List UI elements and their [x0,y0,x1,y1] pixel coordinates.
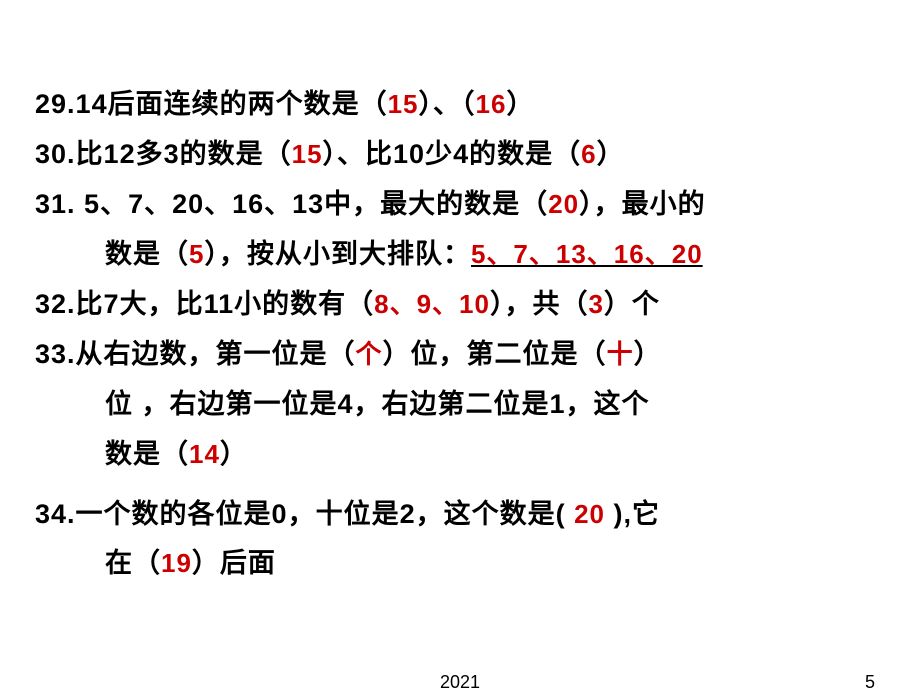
question-31-line2: 数是（5），按从小到大排队：5、7、13、16、20 [35,230,885,280]
q33-text6: ） [220,439,248,469]
q32-answer2: 3 [588,289,603,319]
question-33-line3: 数是（14） [35,430,885,480]
q33-text5: 数是（ [105,439,189,469]
q34-text1: 一个数的各位是0，十位是2，这个数是( [76,499,575,529]
q31-text3: 数是（ [105,239,189,269]
q34-text2: ),它 [605,499,660,529]
q31-number: 31. [35,189,76,219]
q33-answer1: 个 [356,339,383,369]
question-34-line2: 在（19）后面 [35,539,885,589]
question-33-line2: 位 ，右边第一位是4，右边第二位是1，这个 [35,380,885,430]
q33-text1: 从右边数，第一位是（ [76,339,356,369]
question-32: 32.比7大，比11小的数有（8、9、10），共（3）个 [35,280,885,330]
q30-text1: 比12多3的数是（ [76,139,292,169]
q31-answer2: 5 [189,239,204,269]
q32-text1: 比7大，比11小的数有（ [76,289,375,319]
q33-text4: 位 ，右边第一位是4，右边第二位是1，这个 [105,389,650,419]
q30-answer1: 15 [292,139,323,169]
q31-text1: 5、7、20、16、13中，最大的数是（ [76,189,549,219]
q33-text3: ） [634,339,662,369]
q34-text3: 在（ [105,548,161,578]
q34-answer1: 20 [574,499,605,529]
q30-answer2: 6 [581,139,596,169]
q34-number: 34. [35,499,76,529]
q31-text4: ），按从小到大排队： [204,239,471,269]
q32-number: 32. [35,289,76,319]
question-30: 30.比12多3的数是（15）、比10少4的数是（6） [35,130,885,180]
q33-answer2: 十 [607,339,634,369]
q32-text2: ），共（ [490,289,589,319]
q31-text2: ），最小的 [579,189,706,219]
question-31-line1: 31. 5、7、20、16、13中，最大的数是（20），最小的 [35,180,885,230]
q32-text3: ）个 [604,289,660,319]
q33-number: 33. [35,339,76,369]
q29-number: 29. [35,89,76,119]
q29-answer1: 15 [388,89,419,119]
question-33-line1: 33.从右边数，第一位是（个）位，第二位是（十） [35,330,885,380]
q29-text3: ） [506,89,534,119]
q34-answer2: 19 [161,548,192,578]
question-29: 29.14后面连续的两个数是（15）、（16） [35,80,885,130]
question-34-line1: 34.一个数的各位是0，十位是2，这个数是( 20 ),它 [35,490,885,540]
q29-text2: ）、（ [419,89,476,119]
q33-answer3: 14 [189,439,220,469]
q29-text1: 14后面连续的两个数是（ [76,89,388,119]
q29-answer2: 16 [476,89,507,119]
q30-text3: ） [597,139,625,169]
q31-answer3: 5、7、13、16、20 [471,239,703,269]
q31-answer1: 20 [548,189,579,219]
q30-number: 30. [35,139,76,169]
q32-answer1: 8、9、10 [374,289,490,319]
q33-text2: ）位，第二位是（ [383,339,607,369]
q30-text2: ）、比10少4的数是（ [323,139,582,169]
q34-text4: ）后面 [192,548,276,578]
